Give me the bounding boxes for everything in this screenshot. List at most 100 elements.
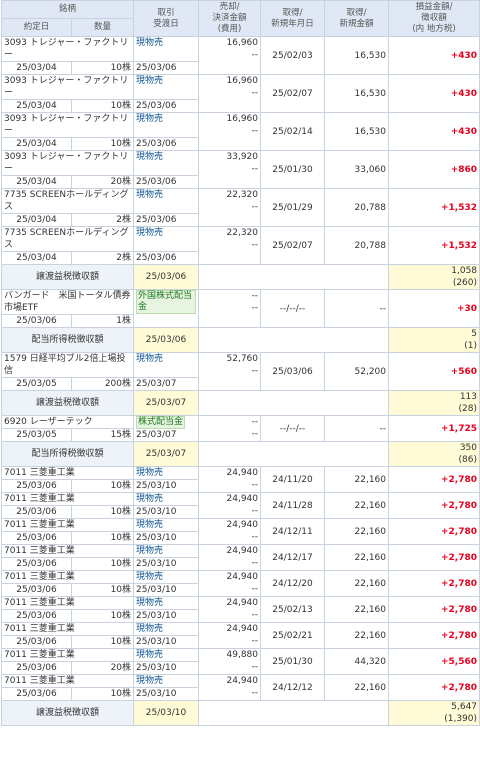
trade-date: 25/03/04: [1, 175, 72, 189]
quantity: 20株: [70, 661, 135, 675]
sell-amount: 52,760 --: [198, 352, 262, 391]
profit-loss: +2,780: [388, 544, 480, 571]
summary-label: 譲渡益税徴収額: [0, 390, 135, 416]
acquire-amount: 22,160: [324, 674, 390, 701]
sell-amount: 16,960 --: [198, 112, 262, 151]
settle-date: 25/03/10: [133, 635, 200, 649]
trade-date: 25/03/06: [1, 505, 72, 519]
table-row: 7011 三菱重工業 現物売 24,940 -- 24/11/20 22,160 +2,78…: [0, 466, 480, 493]
settle-date: 25/03/06: [133, 175, 200, 189]
table-row-sub: 25/03/06 10株 25/03/10: [1, 635, 480, 649]
profit-loss: +2,780: [388, 622, 480, 649]
header-quantity: 数量: [70, 18, 135, 37]
issue-name: 3093 トレジャー・ファクトリー: [0, 36, 135, 62]
issue-name: 7011 三菱重工業: [0, 674, 135, 688]
acquire-date: 24/12/11: [260, 518, 326, 545]
quantity: 2株: [70, 251, 135, 265]
sell-amount: -- --: [198, 289, 262, 328]
issue-name: 6920 レーザーテック: [0, 415, 135, 429]
quantity: 15株: [70, 428, 135, 442]
sell-amount: 24,940 --: [198, 544, 262, 571]
acquire-date: 25/02/21: [260, 622, 326, 649]
acquire-amount: 22,160: [324, 518, 390, 545]
acquire-date: --/--/--: [260, 415, 326, 442]
acquire-amount: --: [324, 415, 390, 442]
quantity: 10株: [70, 687, 135, 701]
acquire-amount: 20,788: [324, 226, 390, 265]
trade-type: 現物売: [133, 188, 200, 214]
trade-date: 25/03/04: [1, 213, 72, 227]
trade-type: 現物売: [133, 674, 200, 688]
acquire-amount: 33,060: [324, 150, 390, 189]
table-row: 7011 三菱重工業 現物売 24,940 -- 24/12/12 22,160 +2,78…: [0, 674, 480, 701]
acquire-amount: --: [324, 289, 390, 328]
acquire-amount: 16,530: [324, 112, 390, 151]
header-profit-loss: 損益金額/徴収額 (内 地方税): [388, 0, 480, 37]
trade-date: 25/03/06: [1, 583, 72, 597]
table-row-sub: 25/03/04 10株 25/03/06: [1, 61, 480, 75]
quantity: 10株: [70, 99, 135, 113]
table-row: 3093 トレジャー・ファクトリー 現物売 16,960 -- 25/02/03 16,5…: [0, 36, 480, 75]
settle-date: 25/03/10: [133, 557, 200, 571]
settle-date: 25/03/06: [133, 99, 200, 113]
acquire-date: 24/12/12: [260, 674, 326, 701]
settle-date: 25/03/06: [133, 213, 200, 227]
acquire-amount: 22,160: [324, 596, 390, 623]
summary-label: 譲渡益税徴収額: [0, 700, 135, 726]
summary-row: 譲渡益税徴収額 25/03/07 113 (28): [0, 390, 480, 416]
acquire-date: 24/12/20: [260, 570, 326, 597]
acquire-amount: 44,320: [324, 648, 390, 675]
trade-date: 25/03/06: [1, 609, 72, 623]
table-row-sub: 25/03/05 15株: [1, 428, 480, 442]
table-row: 3093 トレジャー・ファクトリー 現物売 16,960 -- 25/02/07 16,5…: [0, 74, 480, 113]
sell-amount: -- --: [198, 415, 262, 442]
quantity: 20株: [70, 175, 135, 189]
acquire-date: --/--/--: [260, 289, 326, 328]
profit-loss: +430: [388, 74, 480, 113]
quantity: 10株: [70, 557, 135, 571]
sell-amount: 49,880 --: [198, 648, 262, 675]
sell-amount: 16,960 --: [198, 74, 262, 113]
table-row-sub: 25/03/06 10株 25/03/10: [1, 583, 480, 597]
table-row: 7011 三菱重工業 現物売 24,940 -- 24/12/17 22,160 +2,78…: [0, 544, 480, 571]
settle-date: 25/03/10: [133, 505, 200, 519]
trade-date: 25/03/04: [1, 61, 72, 75]
sell-amount: 24,940 --: [198, 466, 262, 493]
summary-label: 配当所得税徴収額: [0, 327, 135, 353]
issue-name: 7011 三菱重工業: [0, 518, 135, 532]
acquire-amount: 16,530: [324, 36, 390, 75]
profit-loss: +2,780: [388, 466, 480, 493]
acquire-date: 25/01/29: [260, 188, 326, 227]
profit-loss: +860: [388, 150, 480, 189]
header-trade-date: 約定日: [1, 18, 72, 37]
header-acquire-amount: 取得/新規金額: [324, 0, 390, 37]
table-row: 7011 三菱重工業 現物売 24,940 -- 25/02/21 22,160 +2,78…: [0, 622, 480, 649]
table-row: 7011 三菱重工業 現物売 49,880 -- 25/01/30 44,320 +5,56…: [0, 648, 480, 675]
issue-name: 1579 日経平均ブル2倍上場投信: [0, 352, 135, 378]
issue-name: 7735 SCREENホールディングス: [0, 188, 135, 214]
table-row-sub: 25/03/04 10株 25/03/06: [1, 137, 480, 151]
header-issue: 銘柄: [0, 0, 135, 19]
sell-amount: 24,940 --: [198, 622, 262, 649]
settle-date: 25/03/06: [133, 137, 200, 151]
acquire-date: 25/02/07: [260, 226, 326, 265]
header-trade: 取引 受渡日: [133, 0, 200, 37]
summary-label: 譲渡益税徴収額: [0, 264, 135, 290]
summary-amount: 113 (28): [388, 390, 480, 416]
settle-date: 25/03/06: [133, 251, 200, 265]
acquire-amount: 22,160: [324, 492, 390, 519]
sell-amount: 22,320 --: [198, 226, 262, 265]
issue-name: 7735 SCREENホールディングス: [0, 226, 135, 252]
profit-loss: +5,560: [388, 648, 480, 675]
settle-date: 25/03/10: [133, 479, 200, 493]
profit-loss: +2,780: [388, 570, 480, 597]
issue-name: 7011 三菱重工業: [0, 622, 135, 636]
profit-loss: +2,780: [388, 674, 480, 701]
trade-type: 現物売: [133, 596, 200, 610]
settle-date: 25/03/10: [133, 661, 200, 675]
quantity: 10株: [70, 583, 135, 597]
sell-amount: 24,940 --: [198, 674, 262, 701]
acquire-amount: 22,160: [324, 622, 390, 649]
summary-amount: 350 (86): [388, 441, 480, 467]
trade-type: 現物売: [133, 544, 200, 558]
